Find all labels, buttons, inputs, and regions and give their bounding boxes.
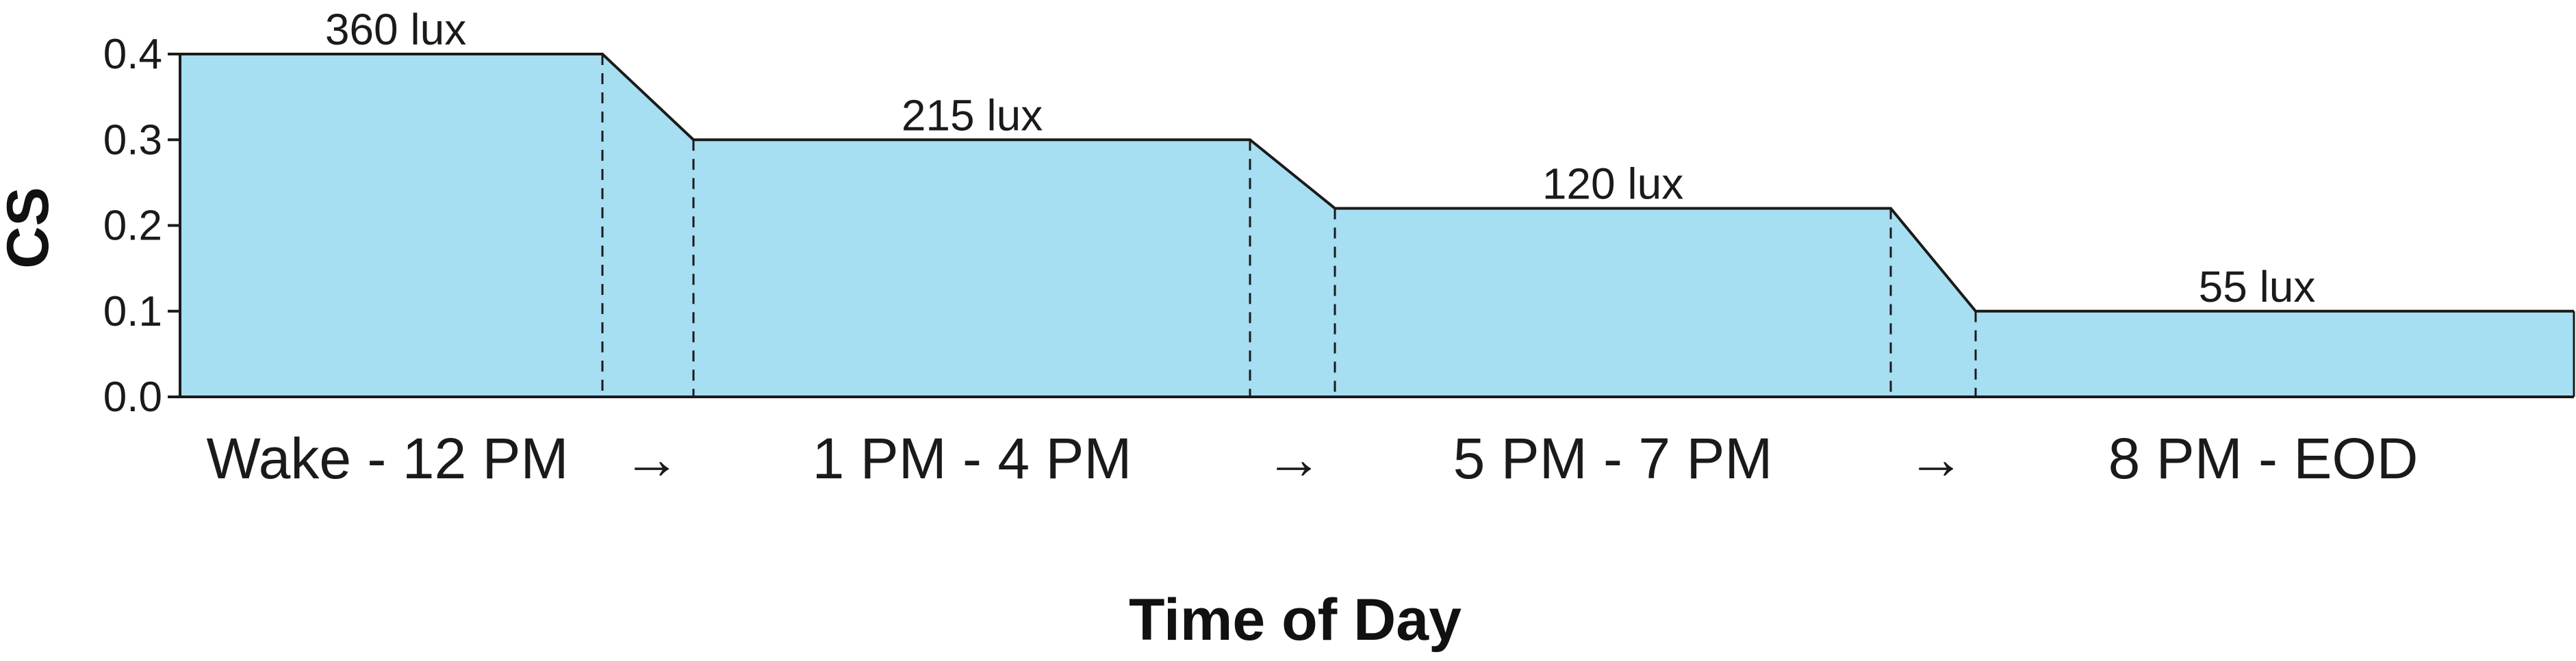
period-label: Wake - 12 PM (206, 426, 568, 491)
plot-area (180, 53, 2575, 397)
y-tick-label: 0.4 (103, 31, 162, 78)
y-tick-label: 0.2 (103, 203, 162, 250)
transition-arrow: → (623, 426, 680, 491)
cs-step-line (180, 53, 2574, 313)
cs-area-fill (180, 54, 2574, 397)
period-label: 1 PM - 4 PM (813, 426, 1132, 491)
y-tick-label: 0.1 (103, 288, 162, 335)
lux-label: 215 lux (902, 90, 1043, 140)
x-axis-labels: 360 lux 215 lux 120 lux 55 lux Wake - 12 PM 1… (206, 5, 2418, 491)
x-axis-title: Time of Day (1129, 587, 1462, 653)
y-tick-label: 0.3 (103, 116, 162, 164)
y-axis: 0.0 0.1 0.2 0.3 0.4 (103, 31, 2574, 421)
lux-label: 120 lux (1542, 159, 1683, 208)
y-axis-title: CS (0, 187, 61, 268)
period-label: 8 PM - EOD (2108, 426, 2419, 491)
y-tick-label: 0.0 (103, 374, 162, 421)
lux-label: 55 lux (2199, 262, 2316, 311)
lux-label: 360 lux (325, 5, 466, 54)
transition-arrow: → (1907, 426, 1965, 491)
period-label: 5 PM - 7 PM (1453, 426, 1773, 491)
transition-arrow: → (1265, 426, 1323, 491)
